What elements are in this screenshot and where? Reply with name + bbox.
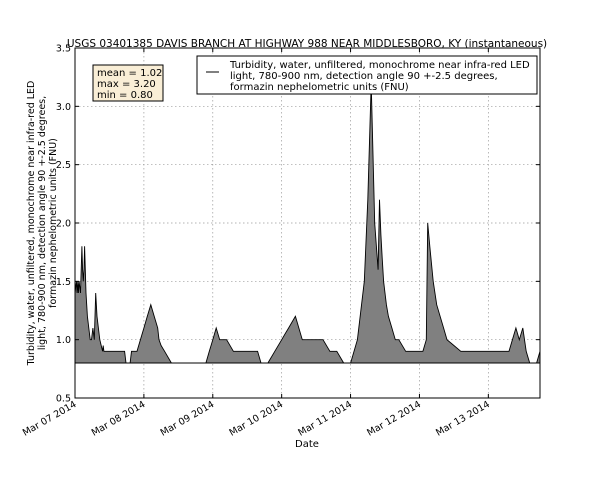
stats-max: max = 3.20 (97, 79, 156, 90)
stats-box-background (92, 64, 164, 102)
y-axis-label: Turbidity, water, unfiltered, monochrome… (26, 81, 59, 367)
y-tick-label: 2.5 (56, 160, 71, 171)
y-axis-label-line: Turbidity, water, unfiltered, monochrome… (26, 81, 37, 367)
y-tick-label: 2.0 (56, 219, 71, 230)
data-area (74, 82, 541, 364)
series-line (74, 82, 541, 364)
y-tick-label: 1.5 (56, 277, 71, 288)
legend-line-2: light, 780-900 nm, detection angle 90 +-… (230, 71, 498, 82)
x-tick-label: Mar 11 2014 (296, 399, 354, 439)
y-tick-label: 3.5 (56, 44, 71, 55)
stats-box: mean = 1.02 max = 3.20 min = 0.80 (92, 64, 164, 102)
x-tick-label: Mar 09 2014 (159, 399, 217, 439)
stats-min: min = 0.80 (97, 90, 153, 101)
x-axis-label: Date (295, 439, 319, 450)
legend: Turbidity, water, unfiltered, monochrome… (196, 55, 538, 95)
axes: 0.5 1.0 1.5 2.0 2.5 3.0 3.5 Mar 07 2014 Mar 08 2… (21, 44, 541, 439)
y-tick-label: 3.0 (56, 102, 71, 113)
y-axis-label-line: light, 780-900 nm, detection angle 90 +-… (37, 96, 48, 350)
legend-frame (196, 55, 538, 95)
chart-title: USGS 03401385 DAVIS BRANCH AT HIGHWAY 98… (67, 38, 547, 50)
y-tick-label: 1.0 (56, 335, 71, 346)
x-tick-label: Mar 07 2014 (21, 399, 79, 439)
x-tick-label: Mar 13 2014 (434, 399, 492, 439)
legend-line-3: formazin nephelometric units (FNU) (230, 82, 409, 93)
x-tick-label: Mar 12 2014 (365, 399, 423, 439)
stats-mean: mean = 1.02 (97, 68, 162, 79)
legend-line-1: Turbidity, water, unfiltered, monochrome… (229, 60, 530, 71)
x-tick-label: Mar 08 2014 (90, 399, 148, 439)
y-axis-label-line: formazin nephelometric units (FNU) (48, 138, 59, 308)
y-tick-label: 0.5 (56, 394, 71, 405)
x-tick-label: Mar 10 2014 (228, 399, 286, 439)
